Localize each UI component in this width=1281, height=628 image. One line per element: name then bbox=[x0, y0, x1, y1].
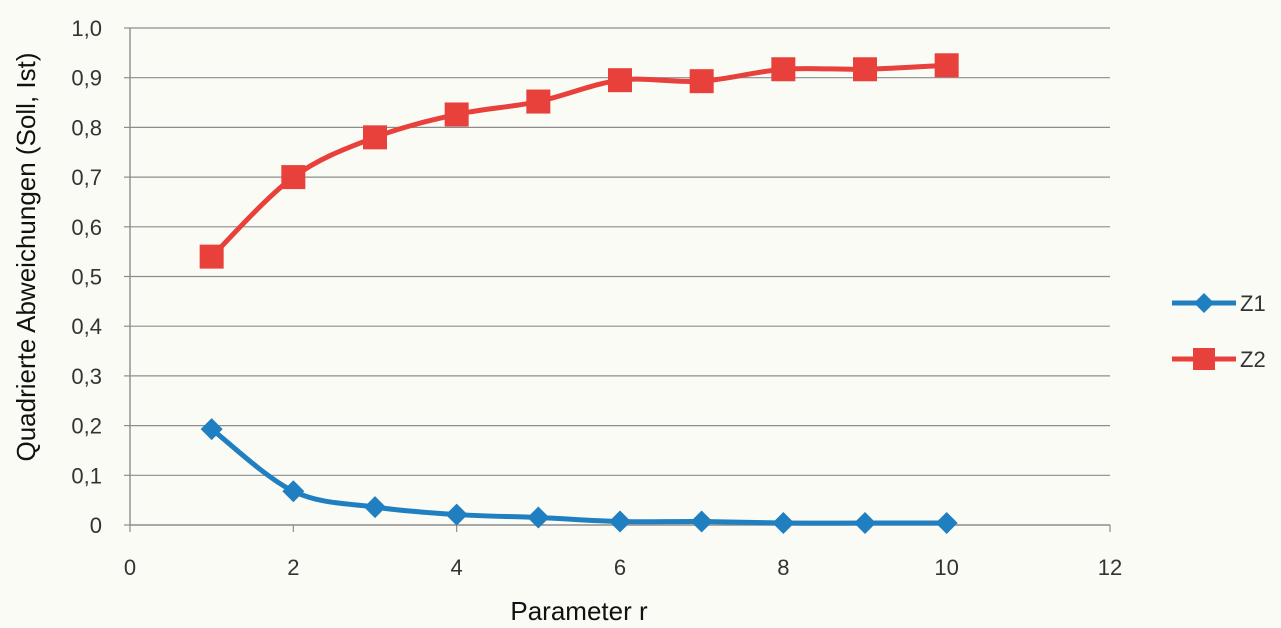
data-point-z2 bbox=[608, 68, 632, 93]
x-tick-label: 0 bbox=[124, 555, 136, 580]
x-tick-labels: 0 2 4 6 8 10 12 bbox=[124, 555, 1122, 580]
series-z1 bbox=[200, 418, 958, 535]
data-point-z2 bbox=[934, 53, 959, 78]
data-point-z2 bbox=[363, 125, 387, 150]
series-layer bbox=[199, 53, 959, 535]
data-point-z2 bbox=[199, 244, 224, 269]
data-point-z1 bbox=[772, 512, 795, 535]
data-point-z2 bbox=[444, 102, 469, 127]
y-axis-title: Quadrierte Abweichungen (Soll, Ist) bbox=[11, 53, 41, 462]
y-tick-label: 0,3 bbox=[71, 364, 102, 389]
data-point-z2 bbox=[281, 165, 306, 190]
y-tick-label: 0,2 bbox=[71, 414, 102, 439]
data-point-z1 bbox=[282, 480, 305, 503]
series-line-z1 bbox=[209, 426, 950, 526]
data-point-z2 bbox=[853, 57, 877, 82]
series-z2 bbox=[199, 53, 959, 269]
x-tick-label: 12 bbox=[1098, 555, 1122, 580]
x-tick-label: 6 bbox=[614, 555, 626, 580]
data-point-z2 bbox=[689, 69, 714, 94]
y-tick-label: 0,6 bbox=[71, 215, 102, 240]
legend-label-z2: Z2 bbox=[1240, 347, 1266, 372]
x-tick-label: 10 bbox=[934, 555, 958, 580]
y-tick-labels: 0 0,1 0,2 0,3 0,4 0,5 0,6 0,7 0,8 0,9 1,0 bbox=[71, 16, 102, 538]
data-point-z1 bbox=[200, 418, 223, 441]
legend: Z1 Z2 bbox=[1172, 291, 1266, 372]
x-axis-title: Parameter r bbox=[510, 596, 648, 626]
legend-marker-z2 bbox=[1193, 348, 1215, 370]
data-point-z1 bbox=[445, 503, 468, 526]
legend-label-z1: Z1 bbox=[1240, 291, 1266, 316]
y-tick-label: 0,4 bbox=[71, 314, 102, 339]
gridlines bbox=[130, 27, 1110, 476]
data-point-z1 bbox=[609, 510, 631, 533]
x-tick-label: 2 bbox=[287, 555, 299, 580]
y-tick-label: 0,7 bbox=[71, 165, 102, 190]
data-point-z1 bbox=[527, 506, 550, 529]
legend-marker-z1 bbox=[1194, 293, 1214, 313]
data-point-z2 bbox=[771, 57, 796, 82]
y-tick-label: 0,9 bbox=[71, 66, 102, 91]
series-line-z2 bbox=[209, 62, 950, 260]
y-tick-label: 1,0 bbox=[71, 16, 102, 41]
data-point-z1 bbox=[935, 512, 958, 535]
y-tick-label: 0,5 bbox=[71, 265, 102, 290]
y-tick-label: 0,1 bbox=[71, 463, 102, 488]
data-point-z1 bbox=[690, 510, 713, 533]
x-tick-label: 8 bbox=[777, 555, 789, 580]
x-tick-label: 4 bbox=[451, 555, 463, 580]
data-point-z2 bbox=[526, 89, 551, 114]
data-point-z1 bbox=[364, 496, 386, 519]
data-point-z1 bbox=[854, 512, 876, 535]
y-tick-label: 0 bbox=[90, 513, 102, 538]
axes bbox=[124, 27, 1111, 532]
y-tick-label: 0,8 bbox=[71, 115, 102, 140]
